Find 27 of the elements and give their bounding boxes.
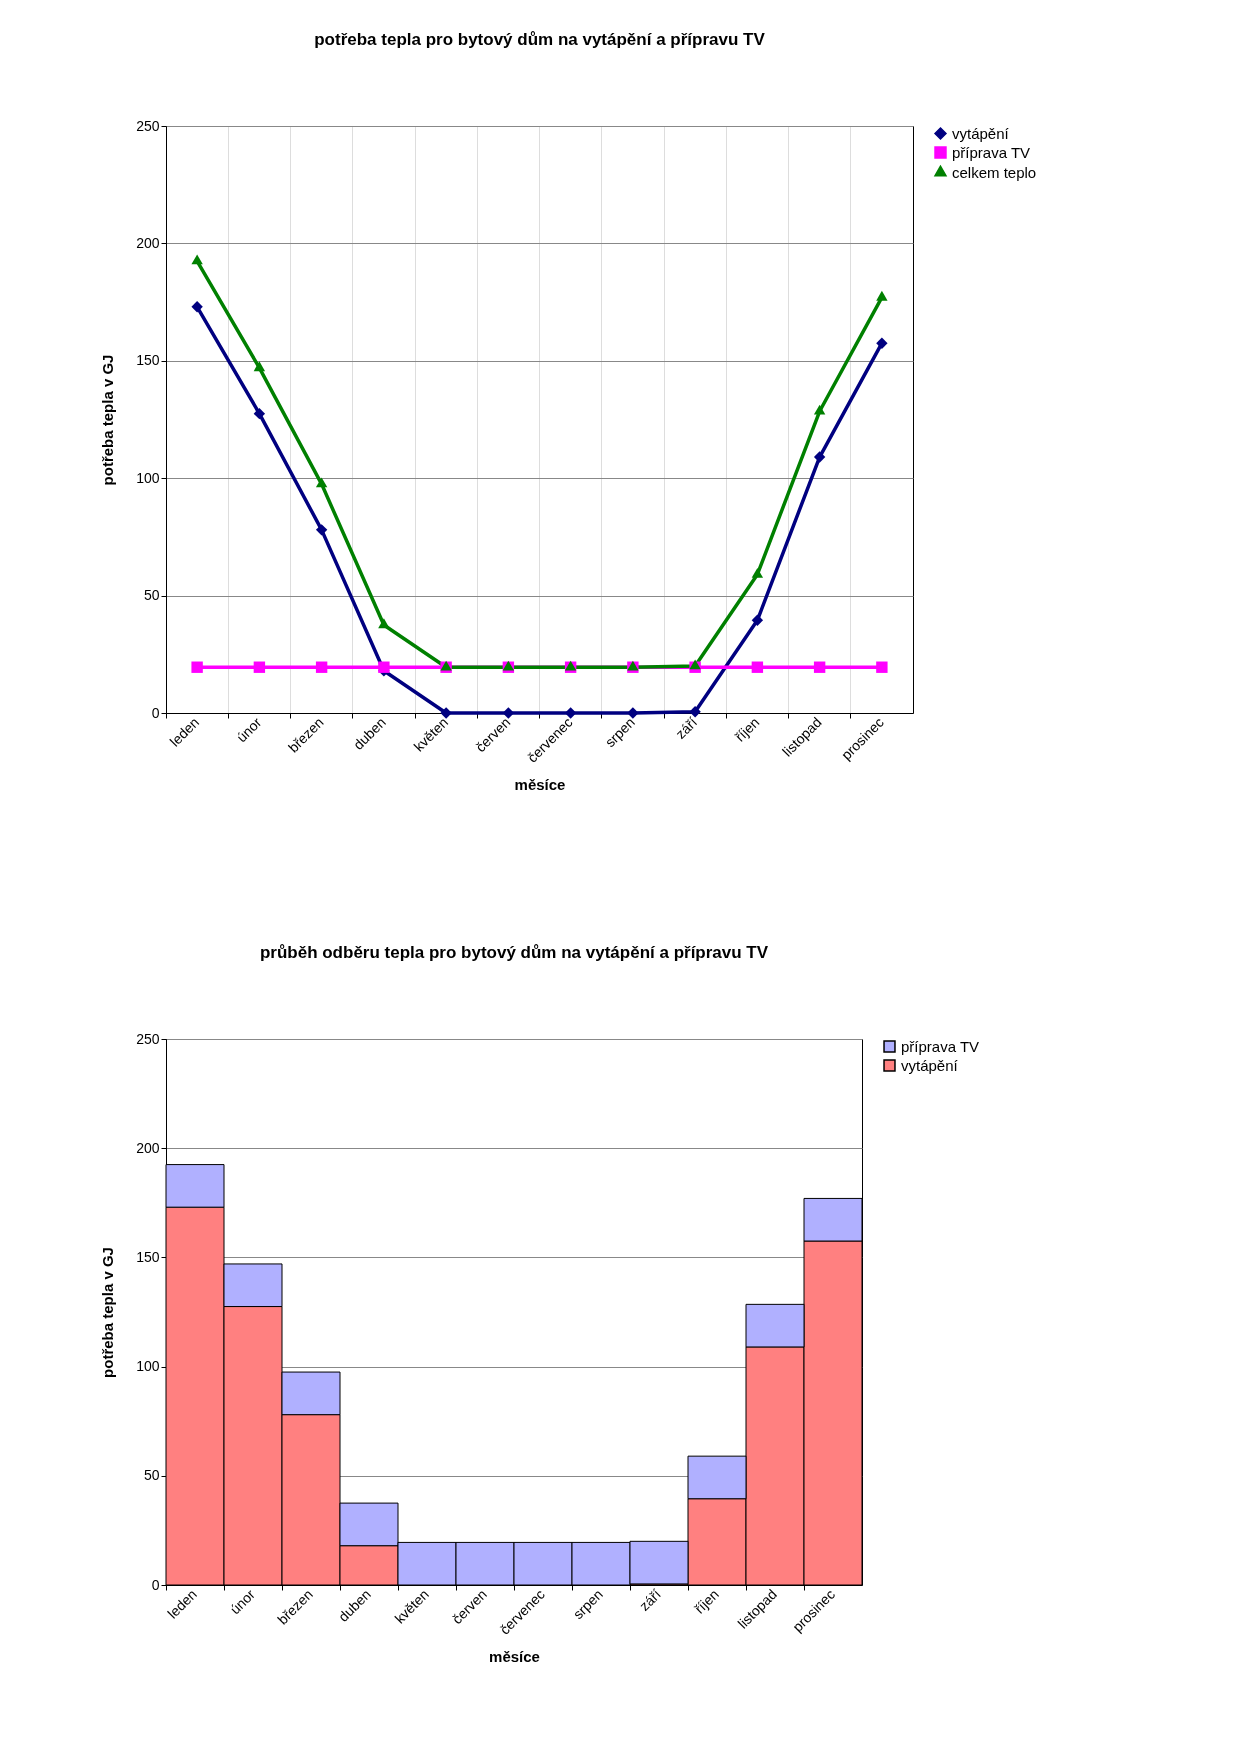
y-tick-label: 150 (136, 352, 160, 369)
legend-label: vytápění (952, 124, 1010, 142)
x-tick-label: říjen (691, 1586, 722, 1617)
y-tick-label: 200 (136, 1139, 160, 1156)
x-tick-label: září (672, 714, 701, 742)
y-tick-label: 0 (151, 1576, 160, 1593)
y-tick-label: 0 (151, 704, 160, 721)
y-tick-label: 50 (143, 587, 160, 604)
legend-label: celkem teplo (952, 163, 1037, 181)
y-tick-label: 100 (136, 469, 160, 486)
y-tick-label: 200 (136, 234, 160, 251)
legend-label: příprava TV (901, 1037, 980, 1055)
chart-title: potřeba tepla pro bytový dům na vytápění a přípravu TV (314, 30, 766, 49)
y-axis-title: potřeba tepla v GJ (99, 1247, 117, 1378)
legend-label: příprava TV (952, 143, 1031, 161)
x-axis-title: měsíce (514, 775, 566, 793)
legend-label: vytápění (901, 1056, 959, 1074)
y-tick-label: 150 (136, 1248, 160, 1265)
x-axis-title: měsíce (489, 1647, 540, 1665)
y-tick-label: 100 (136, 1358, 160, 1375)
chart-title: průběh odběru tepla pro bytový dům na vytápění a přípravu TV (259, 943, 769, 962)
y-tick-label: 50 (143, 1467, 160, 1484)
y-axis-title: potřeba tepla v GJ (99, 354, 117, 486)
y-tick-label: 250 (136, 117, 160, 134)
x-tick-label: říjen (731, 714, 763, 745)
y-tick-label: 250 (136, 1030, 160, 1047)
x-tick-label: září (636, 1586, 665, 1614)
